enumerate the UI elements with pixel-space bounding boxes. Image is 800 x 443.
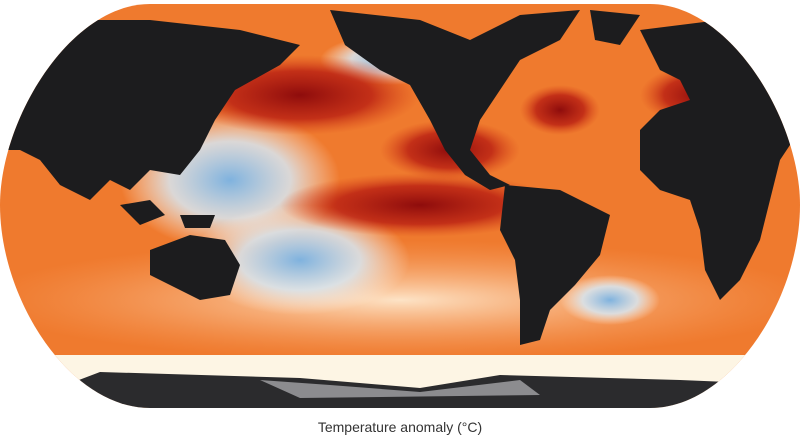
anomaly-field [0, 4, 800, 408]
caption: Temperature anomaly (°C) [318, 419, 482, 435]
